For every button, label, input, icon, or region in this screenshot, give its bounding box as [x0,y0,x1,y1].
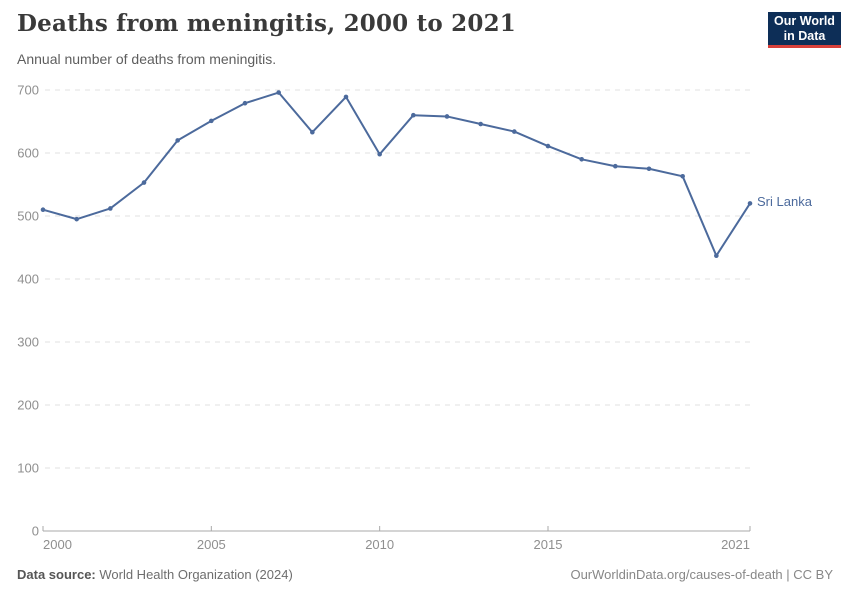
svg-text:400: 400 [17,272,39,287]
page-title: Deaths from meningitis, 2000 to 2021 [17,10,516,37]
svg-text:200: 200 [17,398,39,413]
svg-text:2005: 2005 [197,537,226,552]
svg-text:500: 500 [17,209,39,224]
data-source-label: Data source: [17,567,96,582]
svg-text:100: 100 [17,461,39,476]
series-end-label: Sri Lanka [757,194,812,210]
svg-text:0: 0 [32,524,39,539]
svg-text:2021: 2021 [721,537,750,552]
owid-logo-line2: in Data [783,29,826,43]
chart-subtitle: Annual number of deaths from meningitis. [17,51,277,67]
svg-text:2015: 2015 [534,537,563,552]
svg-text:700: 700 [17,83,39,98]
credit-link[interactable]: OurWorldinData.org/causes-of-death | CC … [570,567,833,582]
svg-text:2000: 2000 [43,537,72,552]
owid-logo-line1: Our World [774,14,835,28]
owid-logo[interactable]: Our World in Data [768,12,841,48]
data-source: Data source: World Health Organization (… [17,567,293,582]
svg-text:300: 300 [17,335,39,350]
data-source-value: World Health Organization (2024) [95,567,293,582]
svg-text:2010: 2010 [365,537,394,552]
svg-text:600: 600 [17,146,39,161]
chart-footer: Data source: World Health Organization (… [17,567,833,582]
